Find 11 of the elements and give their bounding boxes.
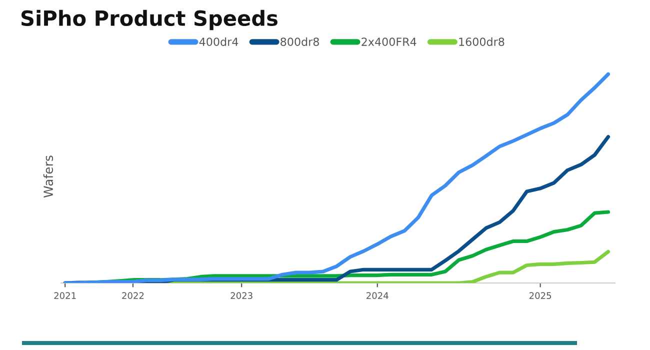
x-tick-label: 2025 — [529, 292, 552, 300]
chart-title: SiPho Product Speeds — [21, 10, 278, 30]
x-tick-label: 2024 — [366, 292, 388, 300]
y-axis-title: Wafers — [43, 156, 54, 198]
legend-label: 2x400FR4 — [362, 38, 416, 46]
legend-label: 400dr4 — [199, 37, 238, 46]
x-tick-label: 2021 — [54, 292, 76, 300]
x-tick-label: 2023 — [230, 292, 252, 300]
legend-label: 800dr8 — [280, 37, 319, 46]
x-tick-label: 2022 — [122, 292, 144, 300]
legend-label: 1600dr8 — [459, 37, 504, 46]
